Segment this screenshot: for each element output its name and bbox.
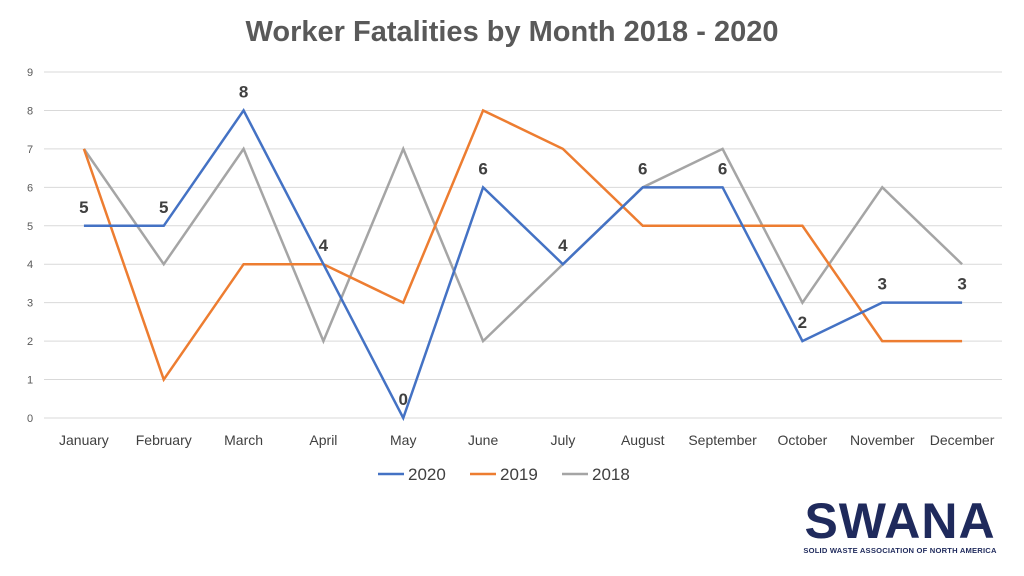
series-line-2019 [82, 108, 963, 383]
y-tick-label: 9 [27, 67, 33, 79]
x-tick-label: March [224, 432, 263, 448]
y-tick-label: 0 [27, 413, 33, 425]
x-tick-label: November [850, 432, 915, 448]
data-label: 5 [159, 198, 168, 217]
y-tick-label: 3 [27, 298, 33, 310]
data-label: 0 [399, 390, 408, 409]
legend-label: 2020 [408, 465, 446, 484]
data-label: 6 [718, 159, 727, 178]
data-label: 6 [478, 159, 487, 178]
data-label: 8 [239, 82, 248, 101]
chart-title: Worker Fatalities by Month 2018 - 2020 [245, 16, 779, 48]
data-label: 4 [319, 236, 329, 255]
data-label: 3 [878, 275, 887, 294]
x-tick-label: September [688, 432, 757, 448]
y-tick-label: 5 [27, 221, 33, 233]
x-tick-label: May [390, 432, 416, 448]
y-tick-label: 6 [27, 182, 33, 194]
series-line-2018 [82, 145, 963, 345]
swana-logo: SWANA SOLID WASTE ASSOCIATION OF NORTH A… [796, 496, 1004, 560]
data-label: 4 [558, 236, 568, 255]
legend-label: 2018 [592, 465, 630, 484]
x-tick-label: December [930, 432, 995, 448]
series-line-2020 [83, 108, 963, 422]
logo-wordmark: SWANA [804, 493, 996, 549]
data-label: 5 [79, 198, 88, 217]
x-tick-label: October [778, 432, 828, 448]
x-tick-label: April [309, 432, 337, 448]
data-label: 6 [638, 159, 647, 178]
x-tick-label: January [59, 432, 109, 448]
y-tick-label: 8 [27, 105, 33, 117]
data-label: 2 [798, 313, 807, 332]
x-tick-label: June [468, 432, 499, 448]
legend-label: 2019 [500, 465, 538, 484]
x-tick-label: August [621, 432, 665, 448]
x-tick-label: July [550, 432, 575, 448]
y-tick-label: 4 [27, 259, 33, 271]
logo-subtitle: SOLID WASTE ASSOCIATION OF NORTH AMERICA [803, 546, 997, 555]
y-tick-label: 1 [27, 375, 33, 387]
y-tick-label: 2 [27, 336, 33, 348]
x-tick-label: February [136, 432, 192, 448]
data-label: 3 [957, 275, 966, 294]
y-tick-label: 7 [27, 144, 33, 156]
